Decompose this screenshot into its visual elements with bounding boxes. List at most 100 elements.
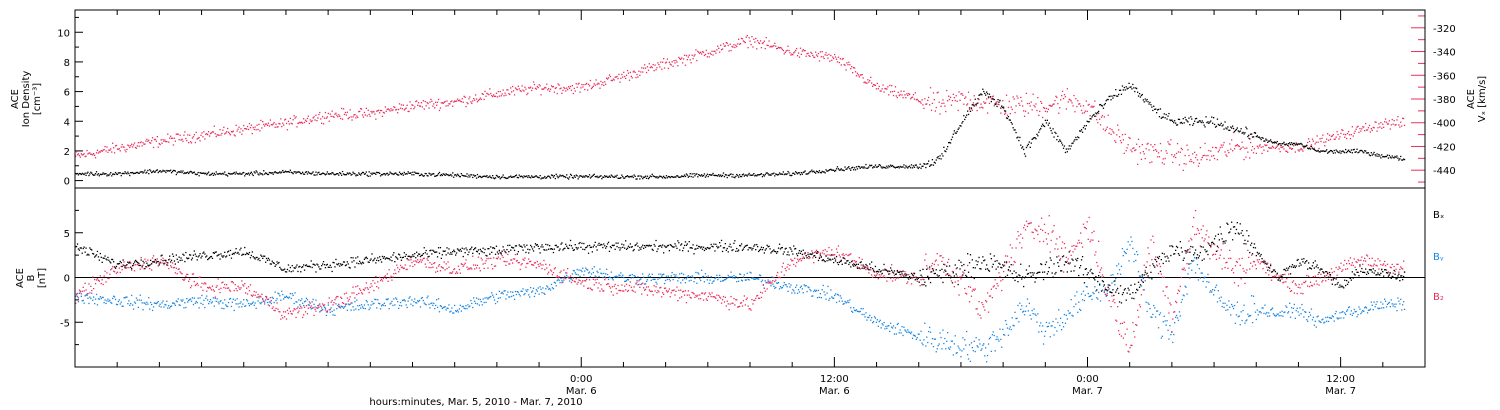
bz-point (444, 269, 446, 271)
vx-point (135, 147, 138, 149)
vx-point (724, 45, 726, 47)
density-point (719, 175, 721, 177)
vx-point (148, 139, 150, 141)
vx-point (1266, 144, 1268, 146)
density-point (287, 171, 290, 173)
by-point (297, 306, 299, 308)
density-point (155, 169, 157, 172)
density-point (1243, 133, 1245, 135)
by-point (1146, 310, 1148, 313)
by-point (1389, 306, 1391, 308)
density-point (747, 174, 749, 176)
bz-point (716, 294, 718, 296)
bz-point (369, 286, 371, 288)
vx-point (880, 90, 882, 92)
by-point (430, 302, 432, 305)
density-point (474, 175, 477, 177)
by-point (869, 314, 871, 317)
bz-point (323, 304, 326, 306)
vx-point (867, 79, 869, 81)
density-point (1172, 120, 1174, 122)
by-point (300, 300, 302, 302)
by-point (303, 304, 305, 307)
density-point (133, 172, 136, 174)
density-point (992, 98, 994, 100)
vx-point (226, 131, 228, 133)
bz-point (124, 267, 126, 269)
bz-point (329, 308, 331, 311)
vx-point (1403, 124, 1406, 126)
density-point (568, 176, 571, 178)
vx-point (1337, 133, 1339, 136)
density-point (1156, 109, 1159, 111)
vx-point (1202, 155, 1204, 157)
vx-point (268, 125, 271, 127)
vx-point (1130, 149, 1132, 151)
density-point (1270, 139, 1272, 141)
vx-point (1346, 132, 1349, 135)
vx-point (1324, 145, 1326, 147)
by-point (1118, 263, 1120, 265)
density-point (755, 174, 757, 176)
vx-point (1132, 147, 1134, 150)
vx-point (686, 59, 688, 61)
vx-point (1189, 160, 1191, 163)
density-point (143, 171, 145, 173)
vx-point (691, 54, 693, 56)
by-point (224, 299, 226, 301)
bz-point (250, 294, 252, 296)
by-point (1294, 317, 1296, 319)
vx-point (654, 64, 656, 66)
by-point (1190, 262, 1192, 265)
bz-point (253, 290, 255, 293)
bz-point (296, 307, 298, 310)
density-point (900, 166, 902, 168)
bz-point (82, 286, 84, 288)
density-point (247, 172, 250, 174)
density-point (582, 176, 584, 178)
vx-point (1264, 144, 1266, 146)
vx-point (173, 137, 176, 139)
vx-point (693, 55, 695, 57)
bz-point (431, 263, 433, 265)
density-point (170, 172, 173, 174)
vx-point (790, 54, 792, 56)
bz-point (462, 265, 464, 267)
density-point (1381, 154, 1383, 156)
vx-point (371, 112, 373, 114)
vx-point (339, 115, 341, 117)
vx-point (616, 75, 618, 78)
density-point (243, 171, 245, 174)
vx-point (1213, 157, 1216, 160)
vx-point (1262, 146, 1264, 148)
bz-point (672, 289, 674, 292)
vx-point (514, 87, 517, 89)
vx-point (204, 138, 206, 140)
vx-point (166, 141, 168, 143)
by-point (774, 287, 776, 289)
density-point (227, 172, 230, 174)
by-point (459, 304, 461, 306)
vx-point (679, 58, 681, 60)
by-point (292, 294, 294, 297)
by-point (746, 272, 748, 274)
vx-point (1377, 127, 1379, 129)
bz-point (715, 297, 717, 299)
by-point (1061, 322, 1064, 324)
density-point (447, 174, 449, 176)
density-point (810, 170, 812, 173)
by-point (1343, 317, 1345, 319)
by-point (638, 283, 640, 285)
by-point (678, 277, 680, 279)
bz-point (113, 270, 115, 272)
by-point (542, 287, 544, 289)
vx-point (788, 49, 790, 52)
bz-point (104, 270, 106, 272)
by-point (246, 299, 248, 301)
density-point (847, 167, 849, 169)
by-point (189, 299, 191, 301)
density-point (321, 173, 323, 175)
density-point (347, 173, 349, 175)
vx-point (934, 110, 936, 112)
density-point (149, 169, 151, 171)
